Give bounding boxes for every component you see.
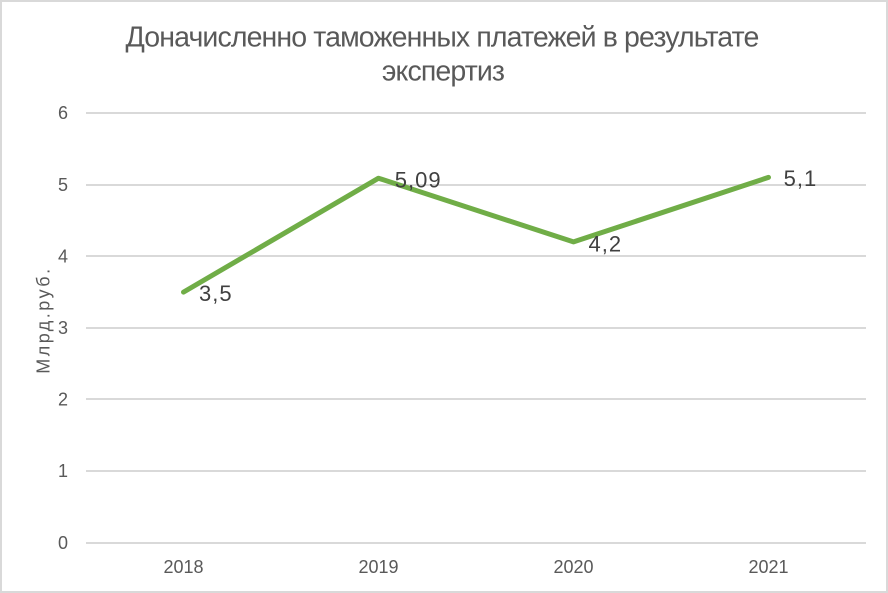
svg-text:4: 4	[58, 246, 68, 266]
svg-text:1: 1	[58, 461, 68, 481]
svg-text:0: 0	[58, 533, 68, 553]
svg-text:2: 2	[58, 390, 68, 410]
svg-text:3,5: 3,5	[199, 281, 233, 306]
svg-text:5: 5	[58, 175, 68, 195]
svg-text:2019: 2019	[358, 557, 398, 577]
svg-text:4,2: 4,2	[589, 232, 623, 257]
svg-text:5,09: 5,09	[395, 167, 442, 192]
svg-text:2021: 2021	[748, 557, 788, 577]
svg-text:6: 6	[58, 103, 68, 123]
svg-text:5,1: 5,1	[784, 166, 818, 191]
svg-text:экспертиз: экспертиз	[382, 56, 504, 88]
svg-text:2020: 2020	[553, 557, 593, 577]
svg-text:Млрд.руб.: Млрд.руб.	[33, 266, 53, 373]
svg-text:Доначисленно таможенных платеж: Доначисленно таможенных платежей в резул…	[126, 22, 759, 54]
svg-text:3: 3	[58, 318, 68, 338]
svg-text:2018: 2018	[163, 557, 203, 577]
